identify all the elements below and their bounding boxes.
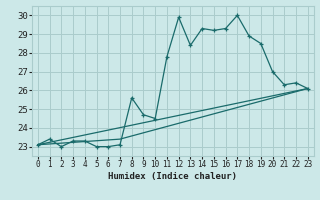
X-axis label: Humidex (Indice chaleur): Humidex (Indice chaleur) [108,172,237,181]
